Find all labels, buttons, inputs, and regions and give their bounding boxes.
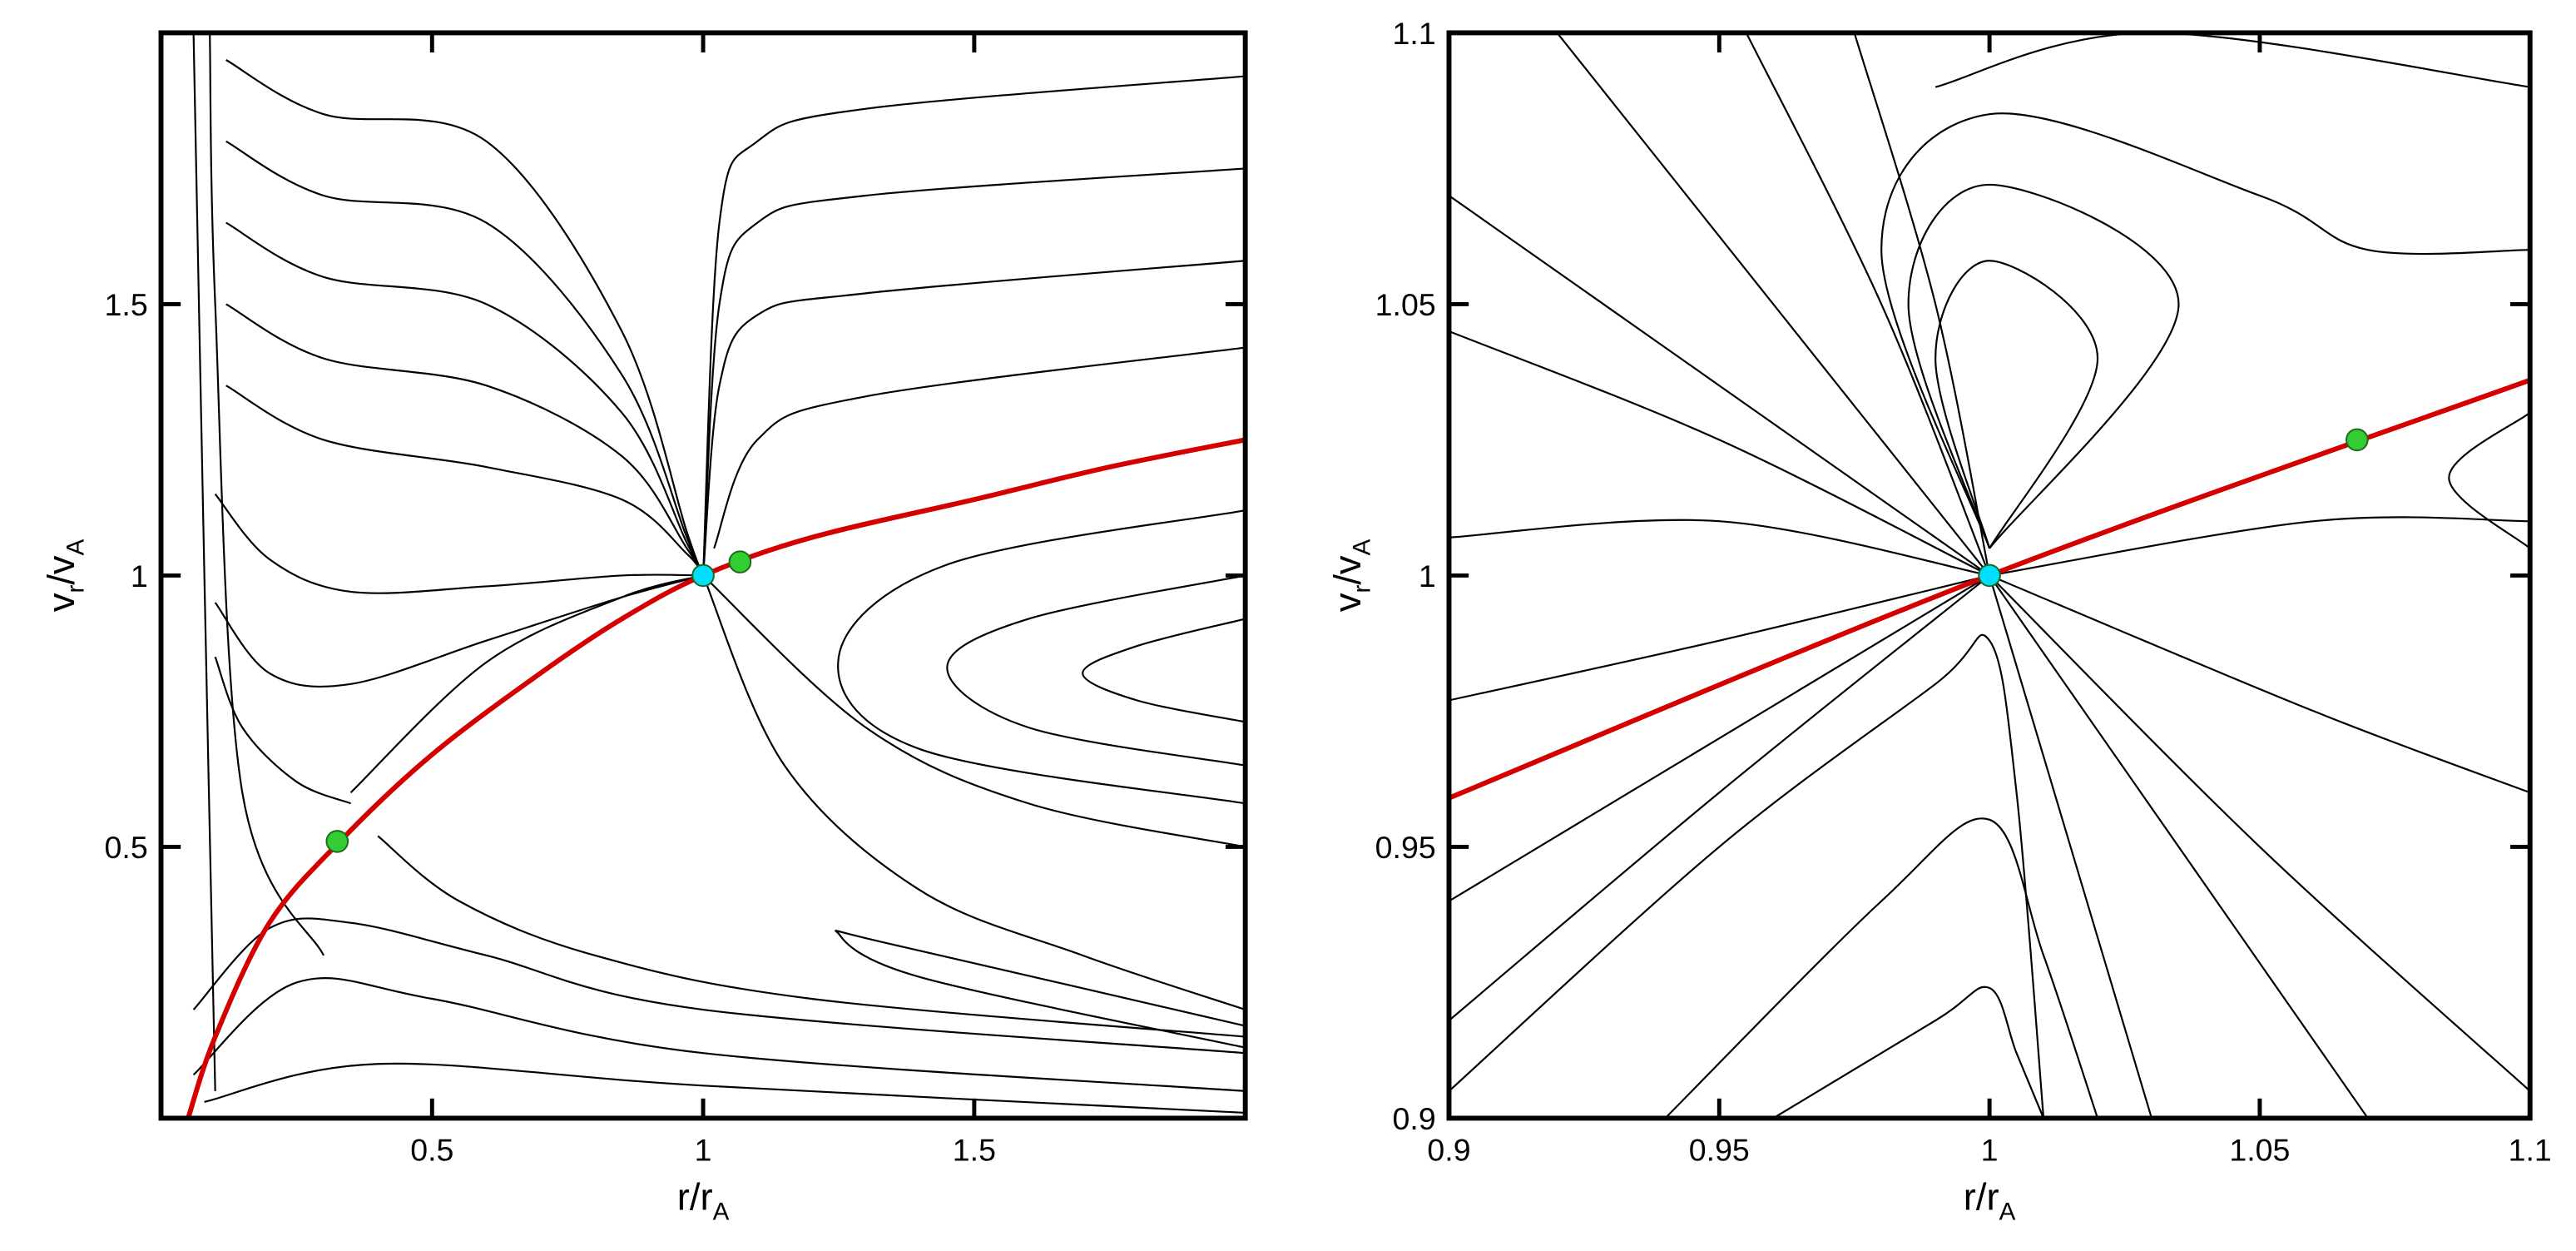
streamline <box>1664 817 2099 1119</box>
x-tick-label: 0.95 <box>1689 1133 1750 1168</box>
label-part: v <box>1326 593 1369 612</box>
y-tick-label: 0.9 <box>1393 1101 1436 1136</box>
y-tick-label: 1 <box>1419 558 1436 593</box>
streamline <box>1989 575 2153 1119</box>
label-part: r/r <box>677 1176 713 1219</box>
streamline <box>209 32 324 956</box>
label-part: /v <box>40 555 82 585</box>
critical-point <box>325 830 349 853</box>
y-tick-label: 1.5 <box>105 287 148 322</box>
subscript: A <box>62 539 90 555</box>
subscript: r <box>62 585 90 593</box>
streamline <box>946 574 1246 767</box>
streamline <box>702 574 1246 848</box>
subscript: A <box>1349 539 1376 555</box>
subscript: A <box>713 1199 730 1226</box>
subscript: A <box>1999 1199 2016 1226</box>
streamline <box>1934 260 2099 549</box>
streamline <box>701 260 1246 576</box>
streamline <box>1772 985 2045 1119</box>
streamline <box>1745 32 1991 576</box>
streamline <box>192 917 1246 1055</box>
x-tick-label: 1 <box>695 1133 712 1168</box>
streamline <box>1880 112 2530 549</box>
streamline <box>225 221 705 576</box>
streamline <box>1449 633 2045 1119</box>
streamline <box>1934 32 2530 88</box>
critical-point <box>1978 563 2001 588</box>
x-tick-label: 1 <box>1981 1133 1999 1168</box>
x-tick-label: 0.5 <box>410 1133 453 1168</box>
label-part: /v <box>1326 555 1369 585</box>
streamline <box>214 493 704 594</box>
streamline <box>1449 574 1990 902</box>
streamline <box>192 32 216 1091</box>
streamline <box>701 167 1246 576</box>
critical-point <box>691 563 715 588</box>
streamline <box>214 574 704 688</box>
label-part: v <box>40 593 82 612</box>
streamline <box>204 1062 1246 1114</box>
label-part: r/r <box>1964 1176 1999 1219</box>
streamline <box>1449 330 1990 577</box>
plot-area <box>186 32 1246 1119</box>
plot-area <box>1449 32 2530 1119</box>
streamline <box>835 930 1246 1049</box>
streamline <box>225 303 705 576</box>
streamline <box>225 385 704 577</box>
streamline <box>837 509 1246 805</box>
x-tick-label: 1.5 <box>953 1133 996 1168</box>
axis-label: vr/vA <box>1326 539 1376 612</box>
y-tick-label: 0.5 <box>105 830 148 865</box>
streamline <box>1449 195 1990 577</box>
streamline <box>225 59 705 576</box>
streamline <box>377 835 1246 1038</box>
streamline <box>2448 411 2530 549</box>
streamline <box>1449 519 1990 577</box>
y-tick-label: 0.95 <box>1375 830 1436 865</box>
x-tick-label: 1.1 <box>2509 1133 2552 1168</box>
y-tick-label: 1.1 <box>1393 16 1436 51</box>
streamline <box>1989 574 2530 1092</box>
streamline <box>713 346 1246 549</box>
critical-point <box>728 550 752 573</box>
streamline <box>225 140 705 576</box>
streamline <box>701 75 1246 576</box>
streamline <box>214 656 351 805</box>
streamline <box>1082 618 1246 723</box>
streamline <box>186 437 1246 1119</box>
y-tick-label: 1 <box>131 558 148 593</box>
streamline <box>1449 574 1990 702</box>
critical-point <box>2346 428 2369 452</box>
streamline <box>349 574 704 794</box>
x-tick-label: 1.05 <box>2229 1133 2290 1168</box>
streamline <box>192 977 1246 1092</box>
axis-label: r/rA <box>677 1176 730 1226</box>
streamline <box>702 574 1246 1011</box>
streamline <box>1449 574 1990 1021</box>
x-tick-label: 0.9 <box>1427 1133 1470 1168</box>
axis-label: vr/vA <box>40 539 90 612</box>
axis-label: r/rA <box>1964 1176 2016 1226</box>
subscript: r <box>1349 585 1376 593</box>
streamline <box>1907 183 2180 549</box>
streamline <box>1989 516 2530 577</box>
streamline <box>1556 32 1990 577</box>
y-tick-label: 1.05 <box>1375 287 1436 322</box>
streamline <box>1989 574 2369 1119</box>
streamline <box>1989 574 2530 794</box>
